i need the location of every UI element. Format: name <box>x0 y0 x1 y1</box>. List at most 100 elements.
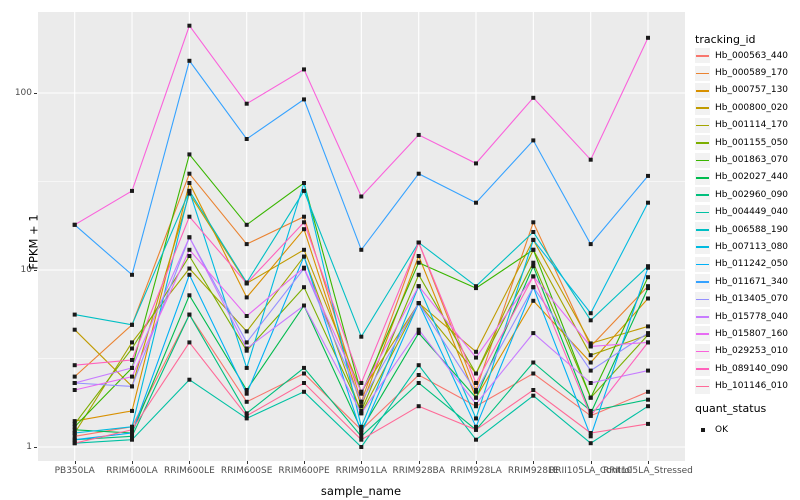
point-Hb_013405_070-RRII105LA_Control <box>588 368 593 373</box>
legend-key-line-icon <box>696 159 709 162</box>
legend-item-label: Hb_000563_440 <box>715 50 789 61</box>
legend-key-line-icon <box>696 333 709 336</box>
x-tick-mark-RRIM600LA <box>132 461 134 464</box>
point-Hb_000563_440-PB350LA <box>72 434 77 439</box>
legend-key-swatch <box>695 378 710 394</box>
legend-item-label: Hb_001155_050 <box>715 137 789 148</box>
legend-item-Hb_001863_070: Hb_001863_070 <box>695 151 788 168</box>
legend-key-swatch <box>695 169 710 185</box>
point-Hb_000757_130-RRIM600LE <box>187 181 192 185</box>
point-Hb_101146_010-RRII105LA_Control <box>588 431 593 435</box>
point-Hb_011242_050-RRIM928LA <box>474 424 478 429</box>
point-Hb_011671_340-RRIM928LA <box>474 200 478 205</box>
legend-item-Hb_000563_440: Hb_000563_440 <box>695 47 788 64</box>
point-Hb_089140_090-RRIM928LE <box>531 274 536 279</box>
legend-item-label: Hb_006588_190 <box>715 224 789 235</box>
legend-key-line-icon <box>696 124 709 127</box>
legend-key-swatch <box>695 152 710 168</box>
legend-item-Hb_101146_010: Hb_101146_010 <box>695 377 788 394</box>
point-Hb_000589_170-RRIM600LE <box>187 171 192 176</box>
point-Hb_001114_170-RRIM600SE <box>244 329 249 334</box>
legend-key-swatch <box>695 422 710 438</box>
point-Hb_000757_130-RRIM928BA <box>416 254 421 258</box>
legend-item-label: OK <box>715 424 728 435</box>
legend-item-Hb_000757_130: Hb_000757_130 <box>695 82 788 99</box>
legend-key-line-icon <box>696 298 709 301</box>
x-tick-label-RRII105LA_Control: RRII105LA_Control <box>548 466 633 476</box>
point-Hb_013405_070-RRIM928LE <box>531 285 536 290</box>
point-Hb_011242_050-RRIM901LA <box>359 431 364 435</box>
point-Hb_001155_050-RRIM600SE <box>244 348 249 353</box>
plot-panel <box>38 12 685 461</box>
legend-key-line-icon <box>696 194 709 196</box>
point-Hb_000800_020-PB350LA <box>72 327 77 332</box>
x-tick-label-RRII105LA_Stressed: RRII105LA_Stressed <box>603 466 693 476</box>
legend-item-Hb_000589_170: Hb_000589_170 <box>695 64 788 81</box>
x-tick-label-RRIM928BA: RRIM928BA <box>392 466 445 476</box>
point-Hb_001114_170-RRIM600LA <box>130 340 134 345</box>
point-Hb_029253_010-RRIM901LA <box>359 194 364 199</box>
y-tick-mark-1 <box>34 447 37 448</box>
point-Hb_029253_010-PB350LA <box>72 222 77 227</box>
point-Hb_015807_160-RRIM928LA <box>474 355 478 360</box>
legend-item-label: Hb_007113_080 <box>715 241 789 252</box>
point-Hb_007113_080-RRIM901LA <box>359 424 364 429</box>
point-Hb_000757_130-RRIM901LA <box>359 404 364 409</box>
x-tick-mark-RRIM928BA <box>418 461 420 464</box>
point-Hb_000563_440-RRIM928BA <box>416 373 421 377</box>
y-tick-label-1: 1 <box>26 442 32 452</box>
x-tick-label-RRIM600SE: RRIM600SE <box>220 466 273 476</box>
x-axis-title: sample_name <box>320 484 402 498</box>
point-Hb_004449_040-RRIM928LA <box>474 437 478 442</box>
point-Hb_011671_340-RRIM600PE <box>302 97 306 102</box>
point-Hb_002960_090-RRIM928LE <box>531 360 536 365</box>
point-Hb_000757_130-RRIM600PE <box>302 227 306 232</box>
point-Hb_011242_050-RRIM600SE <box>244 391 249 396</box>
point-Hb_001863_070-RRIM600SE <box>244 222 249 227</box>
point-Hb_002960_090-RRIM928BA <box>416 381 421 385</box>
point-Hb_002960_090-RRIM600PE <box>302 365 306 370</box>
point-Hb_101146_010-RRIM928BA <box>416 404 421 409</box>
point-Hb_029253_010-RRII105LA_Control <box>588 157 593 162</box>
point-Hb_101146_010-RRIM901LA <box>359 437 364 442</box>
point-Hb_015807_160-RRII105LA_Control <box>588 344 593 349</box>
legend-item-Hb_007113_080: Hb_007113_080 <box>695 238 788 255</box>
point-Hb_001863_070-RRII105LA_Stressed <box>646 275 650 280</box>
chart-canvas <box>38 12 685 461</box>
point-Hb_004449_040-RRIM901LA <box>359 445 364 449</box>
point-Hb_006588_190-RRIM928LA <box>474 284 478 289</box>
point-Hb_015778_040-RRIM928LA <box>474 402 478 406</box>
legend-key-swatch <box>695 187 710 203</box>
legend-item-label: Hb_001114_170 <box>715 120 789 131</box>
point-Hb_000589_170-RRIM600PE <box>302 214 306 219</box>
point-Hb_089140_090-RRIM928LA <box>474 381 478 385</box>
legend-key-swatch <box>695 48 710 64</box>
y-tick-label-100: 100 <box>14 88 32 98</box>
point-Hb_000563_440-RRIM600SE <box>244 399 249 404</box>
legend-key-line-icon <box>696 385 709 388</box>
legend-item-Hb_001155_050: Hb_001155_050 <box>695 134 788 151</box>
point-Hb_011242_050-RRIM600LE <box>187 272 192 277</box>
point-Hb_029253_010-RRIM928BA <box>416 132 421 137</box>
legend-item-label: Hb_002027_440 <box>715 172 789 183</box>
point-Hb_004449_040-RRIM600LE <box>187 377 192 382</box>
legend-key-swatch <box>695 65 710 81</box>
point-Hb_015778_040-RRIM600SE <box>244 346 249 351</box>
legend-item-label: Hb_000800_020 <box>715 102 789 113</box>
point-Hb_011242_050-PB350LA <box>72 437 77 442</box>
legend: tracking_id Hb_000563_440 Hb_000589_170 Hb… <box>693 0 800 500</box>
point-Hb_001863_070-RRIM600LE <box>187 152 192 157</box>
legend-items-tracking-id: Hb_000563_440 Hb_000589_170 Hb_000757_130 H… <box>695 47 788 395</box>
legend-item-label: Hb_000589_170 <box>715 68 789 79</box>
point-Hb_000757_130-PB350LA <box>72 419 77 424</box>
point-Hb_089140_090-RRIM600LA <box>130 358 134 362</box>
x-tick-label-RRIM600PE: RRIM600PE <box>278 466 330 476</box>
point-Hb_011242_050-RRII105LA_Control <box>588 434 593 439</box>
point-Hb_000589_170-RRIM600SE <box>244 242 249 247</box>
point-Hb_015807_160-RRIM928BA <box>416 284 421 289</box>
legend-item-label: Hb_011242_050 <box>715 259 789 270</box>
point-Hb_089140_090-RRII105LA_Stressed <box>646 340 650 345</box>
legend-key-line-icon <box>696 176 709 179</box>
legend-item-Hb_011671_340: Hb_011671_340 <box>695 273 788 290</box>
